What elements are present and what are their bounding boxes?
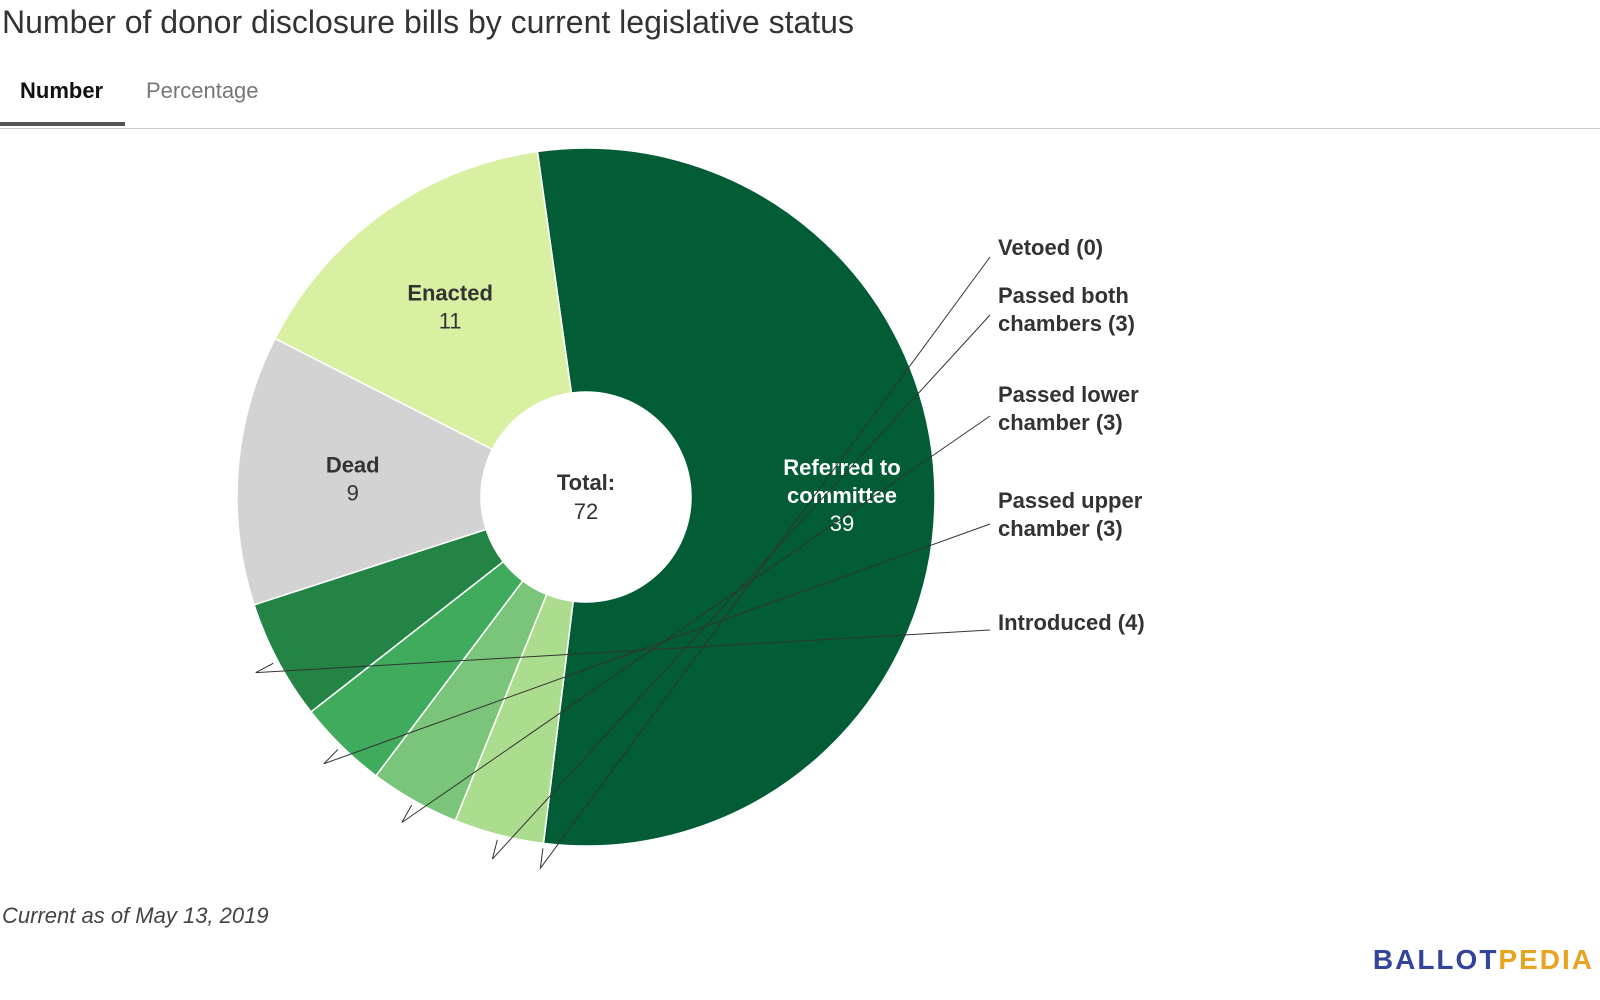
- outside-label-passed-upper-chamber-line0: Passed upper: [998, 488, 1143, 513]
- outside-label-passed-both-chambers-line0: Passed both: [998, 283, 1129, 308]
- outside-label-passed-upper-chamber-line1: chamber (3): [998, 516, 1123, 541]
- outside-label-passed-lower-chamber-line1: chamber (3): [998, 410, 1123, 435]
- center-total-label: Total:: [557, 470, 615, 495]
- slice-value-referred-to-committee: 39: [830, 511, 854, 536]
- active-tab-indicator: [0, 122, 125, 126]
- outside-label-introduced-line0: Introduced (4): [998, 610, 1145, 635]
- slice-label-referred-to-committee-line1: committee: [787, 483, 897, 508]
- slice-dead[interactable]: [236, 337, 494, 606]
- footnote: Current as of May 13, 2019: [2, 903, 269, 928]
- tab-percentage[interactable]: Percentage: [146, 78, 259, 103]
- chart-title: Number of donor disclosure bills by curr…: [2, 4, 854, 40]
- slice-value-enacted: 11: [439, 308, 462, 333]
- tab-number[interactable]: Number: [20, 78, 104, 103]
- leader-line-vetoed: [539, 256, 991, 871]
- slice-enacted[interactable]: [274, 150, 573, 451]
- slice-label-enacted-line0: Enacted: [407, 280, 493, 305]
- outside-label-passed-lower-chamber-line0: Passed lower: [998, 382, 1139, 407]
- slice-label-dead-line0: Dead: [326, 453, 380, 478]
- center-total-value: 72: [574, 499, 598, 524]
- leader-line-introduced: [255, 629, 991, 674]
- leader-line-passed-lower-chamber: [401, 415, 991, 823]
- leader-line-passed-both-chambers: [491, 314, 991, 860]
- tab-bar: Number Percentage: [0, 72, 1600, 129]
- leader-line-passed-upper-chamber: [323, 523, 991, 765]
- ballotpedia-logo: BALLOTPEDIA: [1372, 944, 1594, 975]
- slice-value-dead: 9: [347, 481, 359, 506]
- outside-label-passed-both-chambers-line1: chambers (3): [998, 311, 1135, 336]
- outside-label-vetoed-line0: Vetoed (0): [998, 235, 1103, 260]
- slice-referred-to-committee[interactable]: [536, 147, 936, 847]
